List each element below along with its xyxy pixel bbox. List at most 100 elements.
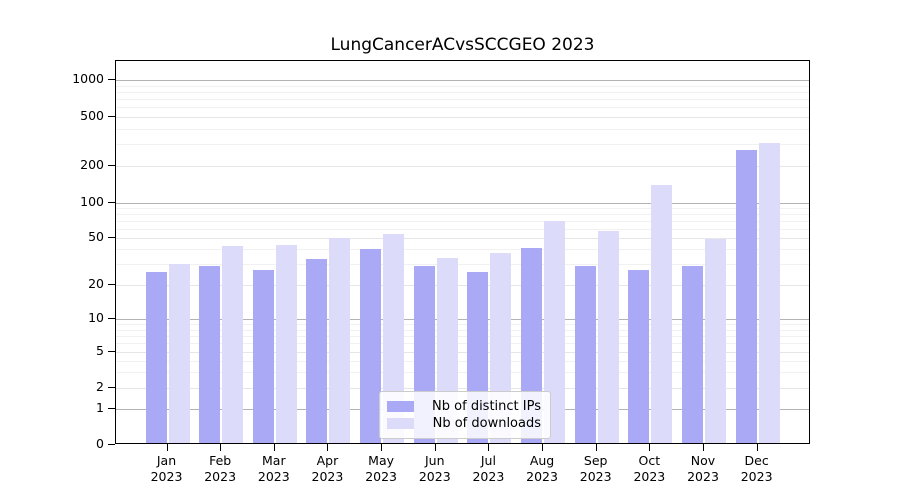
x-tick-mark-feb bbox=[220, 444, 222, 451]
gridline-4 bbox=[116, 360, 809, 362]
y-tick-mark-20 bbox=[108, 284, 115, 285]
y-tick-label-500: 500 bbox=[80, 108, 104, 123]
gridline-900 bbox=[116, 85, 809, 87]
gridline-50 bbox=[116, 238, 809, 239]
bar-distinct-ips-mar bbox=[252, 269, 274, 443]
legend-row-downloads: Nb of downloads bbox=[387, 415, 541, 431]
y-tick-label-10: 10 bbox=[88, 310, 104, 325]
bar-downloads-nov bbox=[705, 239, 726, 443]
x-tick-label-jul: Jul 2023 bbox=[472, 453, 505, 484]
y-tick-label-20: 20 bbox=[88, 276, 104, 291]
bar-downloads-dec bbox=[758, 142, 780, 443]
x-tick-label-nov: Nov 2023 bbox=[687, 453, 719, 484]
x-tick-label-jun: Jun 2023 bbox=[418, 453, 451, 484]
gridline-400 bbox=[116, 128, 809, 130]
y-tick-mark-2 bbox=[108, 387, 115, 388]
gridline-70 bbox=[116, 221, 809, 222]
x-tick-label-mar: Mar 2023 bbox=[257, 453, 290, 484]
y-tick-label-2: 2 bbox=[96, 379, 104, 394]
x-tick-label-dec: Dec 2023 bbox=[740, 453, 773, 484]
gridline-40 bbox=[116, 249, 809, 251]
y-tick-label-1000: 1000 bbox=[72, 71, 104, 86]
gridline-80 bbox=[116, 214, 809, 216]
gridline-9 bbox=[116, 324, 809, 326]
x-tick-mark-jan bbox=[166, 444, 168, 451]
bar-distinct-ips-dec bbox=[735, 149, 757, 443]
bar-distinct-ips-jan bbox=[145, 271, 167, 443]
y-tick-label-0: 0 bbox=[96, 436, 104, 451]
x-tick-label-jan: Jan 2023 bbox=[150, 453, 183, 484]
x-tick-label-sep: Sep 2023 bbox=[579, 453, 612, 484]
gridline-600 bbox=[116, 107, 809, 109]
x-tick-mark-nov bbox=[703, 444, 704, 451]
y-tick-mark-100 bbox=[108, 202, 115, 203]
plot-area bbox=[115, 60, 810, 444]
chart-title: LungCancerACvsSCCGEO 2023 bbox=[330, 35, 595, 55]
gridline-500 bbox=[116, 117, 809, 118]
legend-row-distinct-ips: Nb of distinct IPs bbox=[387, 398, 541, 414]
x-tick-mark-jun bbox=[434, 444, 436, 451]
bar-distinct-ips-nov bbox=[682, 265, 703, 443]
gridline-6 bbox=[116, 343, 809, 345]
gridline-3 bbox=[116, 372, 809, 374]
y-tick-mark-0 bbox=[108, 444, 115, 445]
gridline-7 bbox=[116, 335, 809, 337]
gridline-90 bbox=[116, 208, 809, 210]
y-tick-mark-1 bbox=[108, 408, 115, 409]
bar-downloads-apr bbox=[329, 238, 351, 443]
y-tick-mark-50 bbox=[108, 237, 115, 238]
bar-distinct-ips-apr bbox=[306, 259, 328, 443]
gridline-20 bbox=[116, 285, 809, 286]
bar-downloads-sep bbox=[597, 230, 619, 443]
gridline-300 bbox=[116, 144, 809, 146]
y-tick-mark-200 bbox=[108, 165, 115, 166]
bar-distinct-ips-feb bbox=[199, 265, 221, 443]
x-tick-mark-aug bbox=[542, 444, 544, 451]
legend-label-distinct-ips: Nb of distinct IPs bbox=[432, 398, 541, 414]
gridline-1000 bbox=[116, 80, 809, 81]
gridline-30 bbox=[116, 264, 809, 266]
gridline-2 bbox=[116, 388, 809, 389]
x-tick-label-feb: Feb 2023 bbox=[204, 453, 237, 484]
y-tick-label-1: 1 bbox=[96, 400, 104, 415]
x-tick-mark-sep bbox=[595, 444, 597, 451]
bar-downloads-may bbox=[383, 234, 405, 443]
bar-distinct-ips-may bbox=[360, 249, 382, 443]
y-tick-label-5: 5 bbox=[96, 343, 104, 358]
x-tick-label-apr: Apr 2023 bbox=[311, 453, 344, 484]
x-tick-mark-jul bbox=[488, 444, 490, 451]
x-tick-label-may: May 2023 bbox=[365, 453, 397, 484]
x-tick-label-aug: Aug 2023 bbox=[526, 453, 558, 484]
legend-swatch-distinct-ips bbox=[387, 400, 414, 412]
gridline-700 bbox=[116, 99, 809, 101]
legend-swatch-downloads bbox=[387, 417, 414, 429]
bar-downloads-feb bbox=[222, 245, 244, 443]
bar-downloads-aug bbox=[544, 221, 566, 443]
x-tick-mark-may bbox=[381, 444, 383, 451]
bar-downloads-mar bbox=[275, 244, 297, 443]
x-tick-mark-oct bbox=[649, 444, 651, 451]
y-tick-label-50: 50 bbox=[88, 229, 104, 244]
legend: Nb of distinct IPs Nb of downloads bbox=[379, 391, 551, 439]
bar-downloads-jan bbox=[168, 264, 190, 443]
bar-downloads-oct bbox=[651, 185, 673, 443]
gridline-60 bbox=[116, 228, 809, 230]
gridline-100 bbox=[116, 203, 809, 204]
y-tick-mark-500 bbox=[108, 116, 115, 117]
gridline-800 bbox=[116, 91, 809, 93]
gridline-8 bbox=[116, 329, 809, 331]
y-tick-label-100: 100 bbox=[80, 194, 104, 209]
y-tick-mark-5 bbox=[108, 351, 115, 352]
x-tick-mark-dec bbox=[756, 444, 758, 451]
x-tick-label-oct: Oct 2023 bbox=[633, 453, 666, 484]
legend-label-downloads: Nb of downloads bbox=[432, 415, 541, 431]
gridline-200 bbox=[116, 166, 809, 167]
bar-distinct-ips-sep bbox=[574, 265, 596, 443]
x-tick-mark-apr bbox=[327, 444, 329, 451]
y-tick-mark-1000 bbox=[108, 79, 115, 80]
x-tick-mark-mar bbox=[273, 444, 275, 451]
bar-distinct-ips-oct bbox=[628, 269, 650, 443]
gridline-5 bbox=[116, 352, 809, 353]
y-tick-label-200: 200 bbox=[80, 157, 104, 172]
